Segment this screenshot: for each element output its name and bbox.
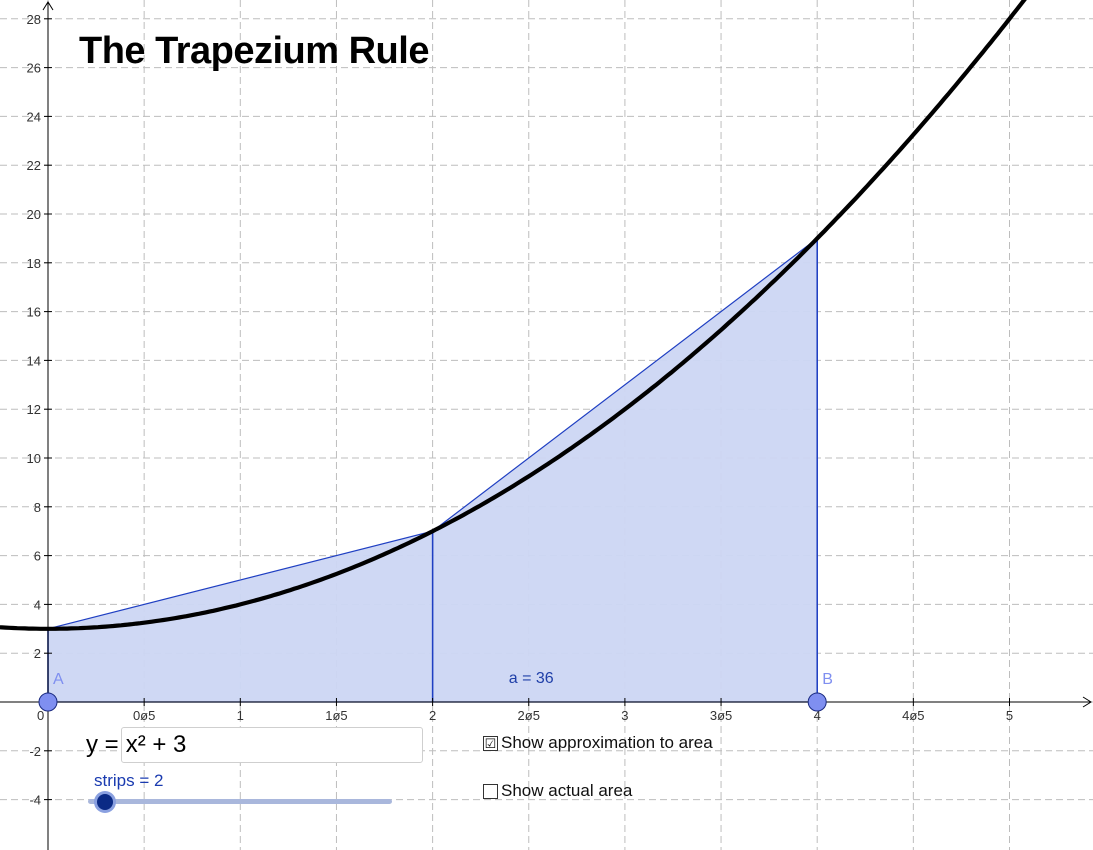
y-axis-arrow [42, 1, 54, 11]
page-title: The Trapezium Rule [79, 30, 429, 72]
point-a-label: A [53, 671, 64, 688]
x-tick-label: 0ø5 [133, 708, 155, 723]
show-approximation-checkbox[interactable]: ☑ Show approximation to area [483, 733, 713, 753]
x-tick-label: 2ø5 [518, 708, 540, 723]
x-tick-label: 1 [237, 708, 244, 723]
function-input-label: y = [86, 731, 119, 758]
point-b-label: B [822, 671, 833, 688]
y-tick-label: 12 [27, 402, 41, 417]
y-tick-label: 20 [27, 207, 41, 222]
checkbox-label: Show approximation to area [501, 733, 713, 752]
x-tick-label: 3ø5 [710, 708, 732, 723]
checkbox-box[interactable] [483, 783, 498, 799]
checkbox-label: Show actual area [501, 781, 633, 800]
x-axis-arrow [1082, 696, 1092, 708]
strips-slider-label: strips = 2 [94, 771, 164, 790]
trapezium-approximation: a = 36 [47, 237, 818, 703]
function-curve-path [0, 0, 1027, 631]
point-a[interactable] [38, 692, 58, 712]
point-b[interactable] [807, 692, 827, 712]
y-tick-label: 24 [27, 109, 41, 124]
y-tick-label: 8 [34, 500, 41, 515]
y-tick-label: 6 [34, 549, 41, 564]
y-tick-label: 18 [27, 256, 41, 271]
function-curve [0, 0, 1027, 631]
function-input-row: y = [86, 726, 423, 764]
area-label: a = 36 [509, 670, 554, 687]
y-tick-label: 26 [27, 61, 41, 76]
x-tick-label: 1ø5 [325, 708, 347, 723]
y-tick-label: 2 [34, 646, 41, 661]
y-tick-label: -2 [29, 744, 41, 759]
function-input[interactable] [120, 727, 423, 763]
x-tick-label: 5 [1006, 708, 1013, 723]
x-tick-label: 3 [621, 708, 628, 723]
y-tick-label: 22 [27, 158, 41, 173]
y-tick-label: -4 [29, 793, 41, 808]
x-tick-label: 4ø5 [902, 708, 924, 723]
y-tick-label: 28 [27, 12, 41, 27]
trapezium-strip [432, 237, 818, 703]
strips-slider-track[interactable] [88, 799, 392, 804]
strips-slider-knob[interactable] [97, 794, 113, 810]
x-tick-label: 0 [37, 708, 44, 723]
checkbox-box[interactable]: ☑ [483, 735, 498, 751]
y-tick-label: 14 [27, 353, 41, 368]
x-tick-label: 4 [814, 708, 821, 723]
y-tick-label: 16 [27, 305, 41, 320]
y-tick-label: 10 [27, 451, 41, 466]
x-tick-label: 2 [429, 708, 436, 723]
show-actual-area-checkbox[interactable]: Show actual area [483, 781, 632, 801]
y-tick-label: 4 [34, 597, 41, 612]
